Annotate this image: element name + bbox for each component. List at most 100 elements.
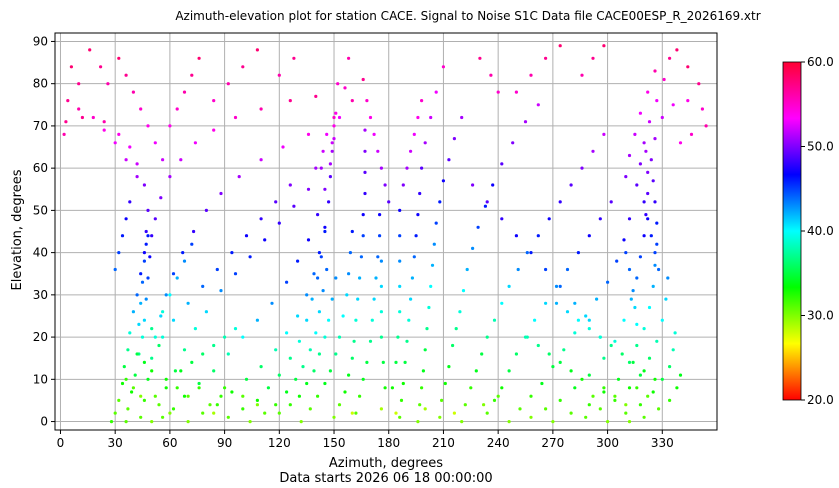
scatter-point <box>655 99 659 103</box>
scatter-point <box>117 132 121 136</box>
scatter-point <box>317 251 321 255</box>
scatter-point <box>606 280 610 284</box>
scatter-point <box>416 420 420 424</box>
scatter-point <box>226 352 230 356</box>
scatter-point <box>131 310 135 314</box>
scatter-point <box>379 407 383 411</box>
scatter-point <box>365 99 369 103</box>
scatter-point <box>398 415 402 419</box>
scatter-point <box>485 200 489 204</box>
scatter-point <box>146 276 150 280</box>
scatter-point <box>627 267 632 272</box>
scatter-point <box>294 377 298 381</box>
scatter-point <box>412 255 416 259</box>
scatter-point <box>584 314 588 318</box>
scatter-point <box>398 259 402 263</box>
scatter-point <box>587 234 591 238</box>
scatter-point <box>150 234 154 238</box>
scatter-point <box>312 272 316 276</box>
scatter-point <box>297 394 301 398</box>
scatter-point <box>323 381 327 386</box>
scatter-point <box>140 335 145 339</box>
scatter-point <box>361 77 365 82</box>
scatter-point <box>319 255 323 259</box>
scatter-point <box>638 111 643 115</box>
scatter-point <box>580 377 584 381</box>
scatter-point <box>305 318 309 322</box>
scatter-point <box>651 390 655 394</box>
scatter-point <box>277 73 281 77</box>
x-tick-label: 60 <box>162 436 177 450</box>
scatter-point <box>500 301 504 305</box>
colorbar-tick-label: 40.0 <box>807 224 834 238</box>
scatter-point <box>288 356 292 360</box>
colorbar-tick-label: 30.0 <box>807 309 834 323</box>
scatter-point <box>182 394 187 398</box>
x-tick-label: 240 <box>487 436 510 450</box>
scatter-point <box>533 318 537 322</box>
scatter-point <box>241 394 245 398</box>
scatter-point <box>168 175 172 179</box>
scatter-point <box>372 297 376 301</box>
scatter-point <box>219 289 223 293</box>
scatter-point <box>336 82 340 86</box>
scatter-point <box>347 373 351 377</box>
scatter-point <box>259 107 263 111</box>
scatter-point <box>354 318 358 322</box>
scatter-point <box>595 297 599 301</box>
scatter-point <box>219 191 223 196</box>
scatter-point <box>671 348 675 352</box>
scatter-point <box>644 213 648 217</box>
scatter-point <box>587 373 591 377</box>
scatter-point <box>285 331 289 335</box>
x-grid <box>59 33 663 430</box>
scatter-point <box>321 149 325 153</box>
scatter-point <box>323 229 327 234</box>
scatter-point <box>139 415 143 419</box>
scatter-point <box>423 348 427 352</box>
scatter-point <box>416 213 420 217</box>
scatter-point <box>157 343 161 348</box>
scatter-point <box>352 339 356 343</box>
scatter-point <box>432 242 436 246</box>
scatter-point <box>460 115 464 120</box>
scatter-point <box>427 305 431 310</box>
scatter-point <box>398 234 402 238</box>
scatter-point <box>131 90 135 94</box>
scatter-point <box>587 327 591 331</box>
scatter-point <box>226 82 230 86</box>
scatter-point <box>635 386 639 390</box>
scatter-point <box>529 251 533 255</box>
scatter-point <box>139 394 143 398</box>
y-tick-label: 50 <box>33 203 48 217</box>
scatter-point <box>405 339 409 343</box>
scatter-point <box>602 356 606 360</box>
scatter-point <box>117 251 121 255</box>
scatter-point <box>447 158 451 162</box>
scatter-point <box>277 221 281 225</box>
scatter-point <box>193 327 197 331</box>
scatter-point <box>139 272 143 276</box>
scatter-point <box>381 360 385 364</box>
scatter-point <box>434 221 438 225</box>
scatter-point <box>297 339 301 343</box>
scatter-point <box>230 251 234 255</box>
scatter-point <box>401 381 405 386</box>
scatter-point <box>686 65 690 69</box>
scatter-point <box>215 267 219 272</box>
scatter-point <box>288 99 292 103</box>
scatter-point <box>244 377 249 381</box>
scatter-point <box>451 343 455 348</box>
scatter-point <box>485 411 489 415</box>
scatter-point <box>332 137 336 141</box>
scatter-point <box>212 411 216 415</box>
scatter-point <box>292 204 296 208</box>
scatter-point <box>314 331 318 335</box>
scatter-point <box>150 420 154 424</box>
scatter-point <box>547 217 551 221</box>
scatter-point <box>359 255 363 259</box>
scatter-point <box>361 213 365 217</box>
scatter-point <box>425 327 429 331</box>
scatter-point <box>441 179 445 183</box>
scatter-point <box>602 44 606 48</box>
